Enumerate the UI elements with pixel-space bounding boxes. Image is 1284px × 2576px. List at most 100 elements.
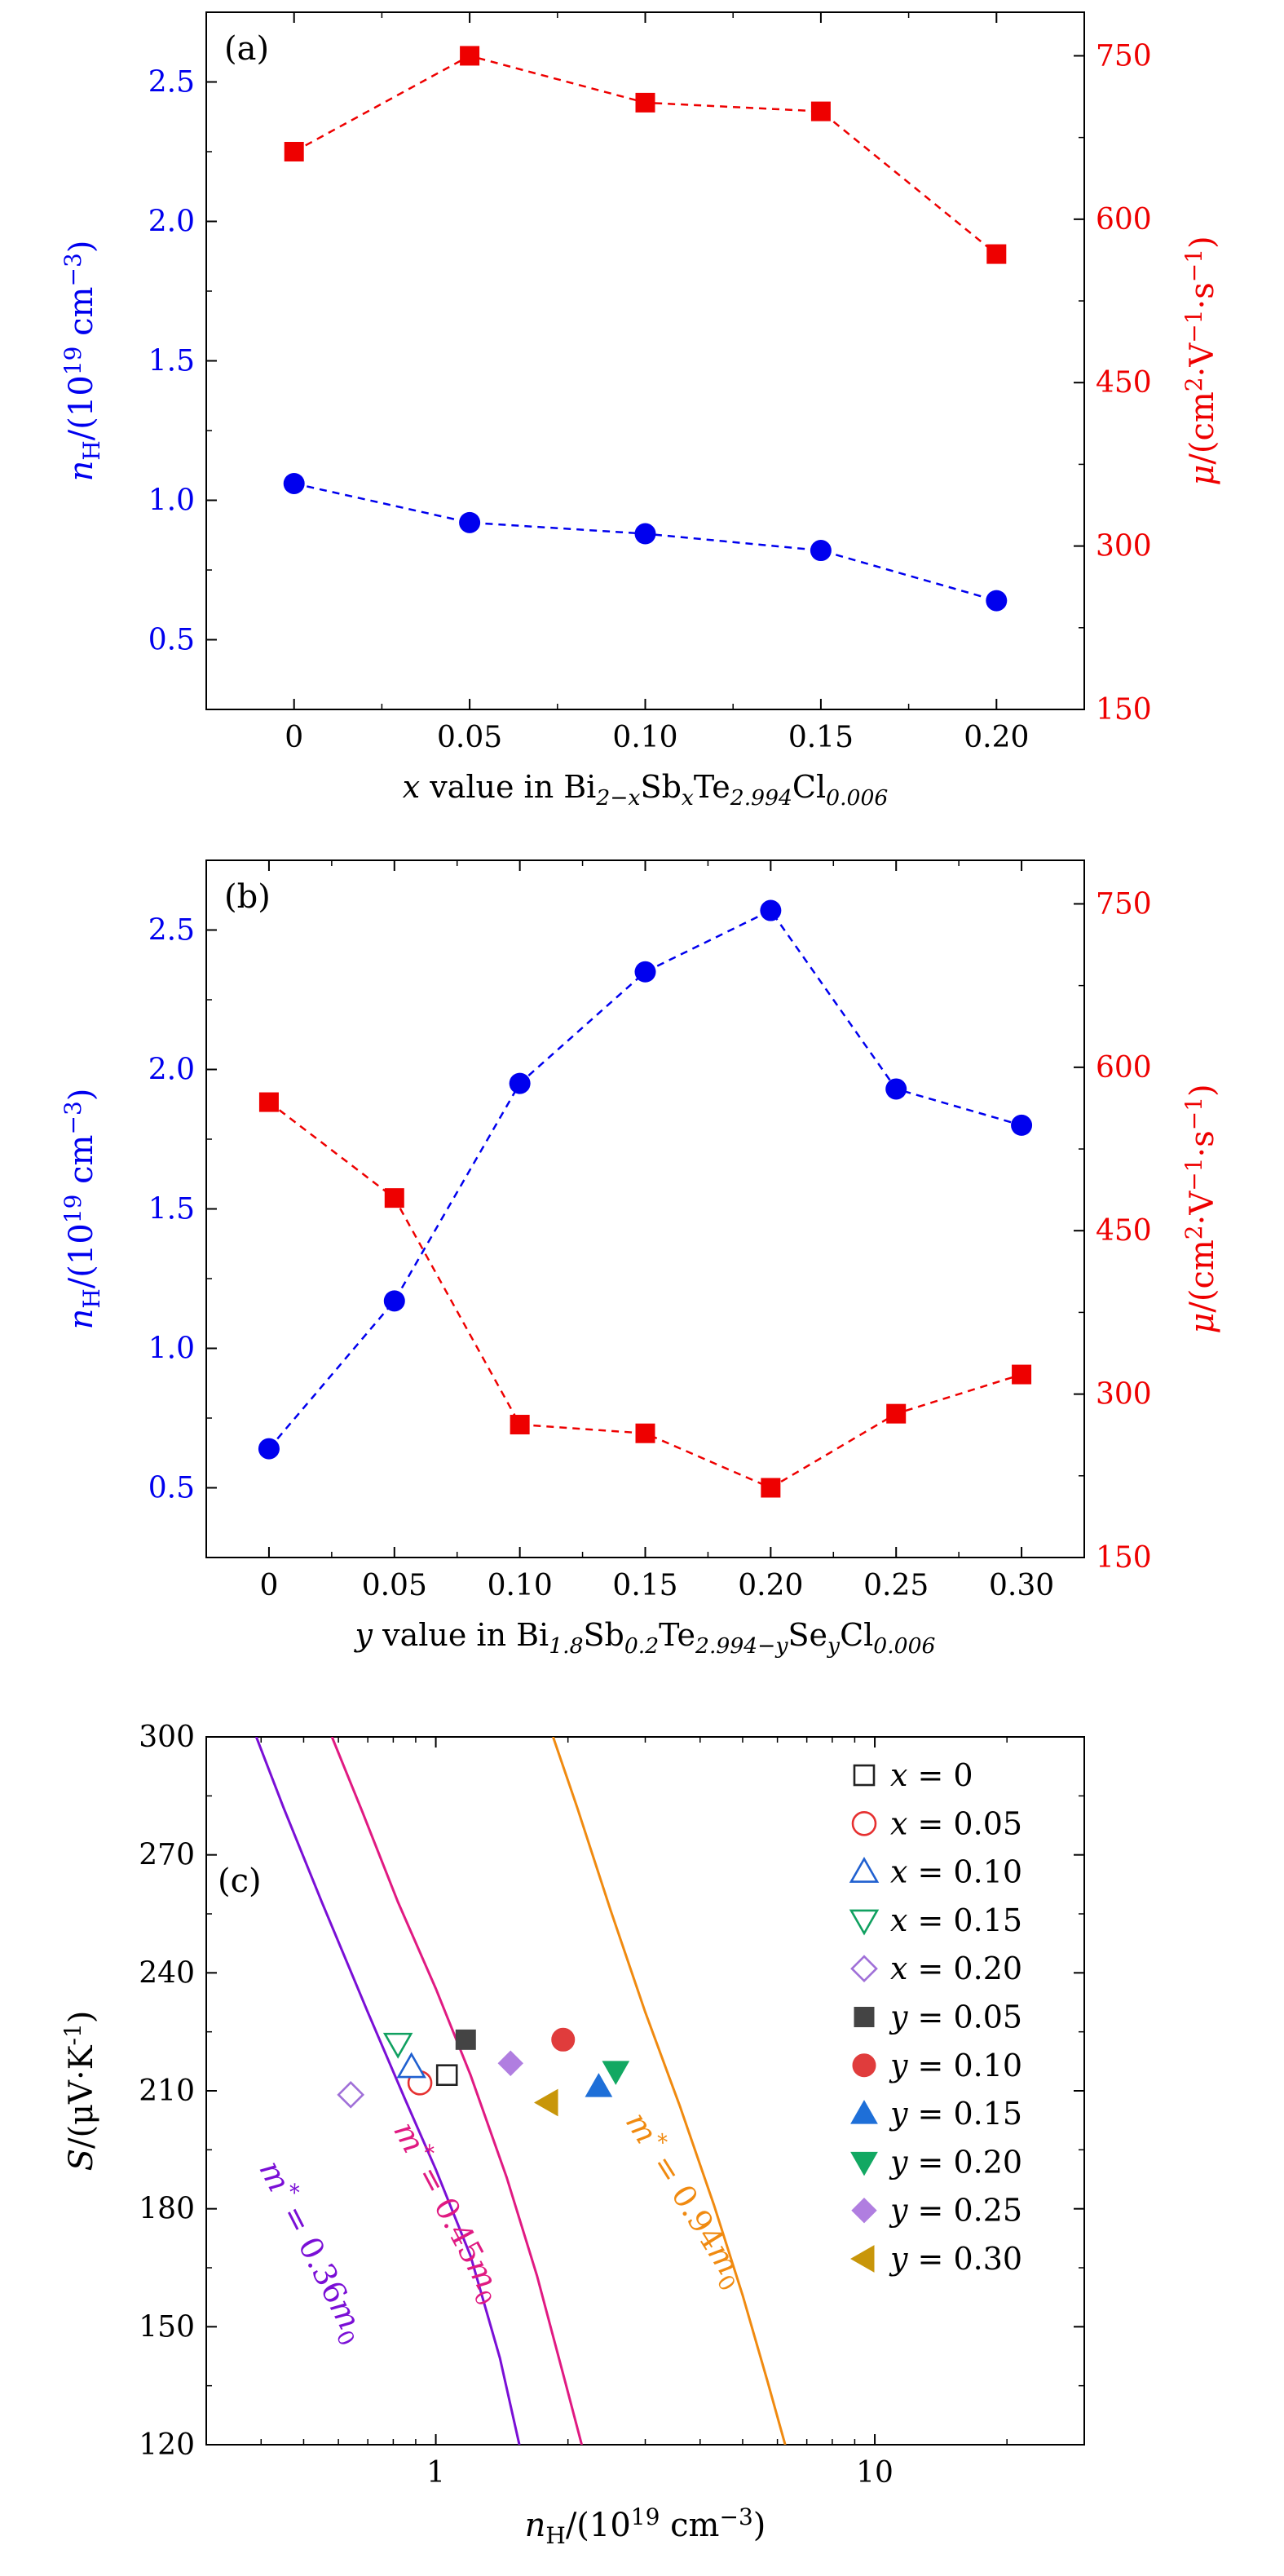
- y-tick-label: 270: [139, 1839, 195, 1872]
- scatter-point: [396, 2052, 426, 2079]
- right-tick-label: 300: [1096, 1378, 1152, 1412]
- left-tick-label: 1.5: [148, 345, 195, 378]
- right-tick-label: 750: [1096, 39, 1152, 73]
- x-tick-label: 0.10: [488, 1569, 553, 1602]
- x-axis-label: y value in Bi1.8Sb0.2Te2.994−ySeyCl0.006: [354, 1617, 936, 1659]
- legend: x = 0 x = 0.05 x = 0.10 x = 0.15 x = 0.20 y =…: [849, 1757, 1022, 2277]
- legend-label: x = 0.10: [890, 1854, 1022, 1890]
- data-point-mu: [258, 1092, 279, 1112]
- data-point-mu: [810, 101, 831, 122]
- right-tick-label: 450: [1096, 366, 1152, 400]
- right-axis-label: μ/(cm2·V−1·s−1): [1180, 236, 1221, 485]
- x-tick-label: 10: [856, 2456, 894, 2490]
- scatter-point: [585, 2073, 613, 2097]
- left-axis-label: nH/(1019 cm−3): [60, 241, 105, 482]
- scatter-point: [602, 2061, 630, 2085]
- data-point-n_H: [760, 899, 782, 921]
- scatter-point: [382, 2032, 413, 2059]
- x-tick-label: 0: [285, 721, 303, 754]
- effective-mass-curves: [254, 1737, 787, 2445]
- mass-curve-0: [254, 1737, 521, 2445]
- data-point-n_H: [986, 590, 1008, 612]
- left-tick-label: 2.5: [148, 914, 195, 948]
- data-point-n_H: [885, 1078, 907, 1100]
- left-tick-label: 2.5: [148, 66, 195, 99]
- legend-marker: [854, 2007, 875, 2027]
- data-point-n_H: [459, 511, 481, 533]
- left-tick-label: 1.0: [148, 1332, 195, 1366]
- plot-frame: [205, 11, 1085, 710]
- y-tick-label: 300: [139, 1721, 195, 1754]
- scatter-point: [551, 2027, 576, 2052]
- data-point-n_H: [509, 1072, 531, 1094]
- legend-label: y = 0.15: [889, 2096, 1022, 2132]
- data-point-mu: [384, 1188, 404, 1208]
- panel-a: 0 0.05 0.10 0.15 0.20 0.5 1.0 1.5 2.0 2.5 150 300 45…: [60, 11, 1221, 811]
- legend-label: x = 0.20: [890, 1951, 1022, 1986]
- right-axis-label: μ/(cm2·V−1·s−1): [1180, 1084, 1221, 1333]
- left-tick-label: 0.5: [148, 624, 195, 657]
- legend-marker: [849, 1909, 880, 1936]
- data-point-n_H: [634, 523, 656, 545]
- legend-marker: [850, 1955, 878, 1983]
- legend-label: x = 0: [890, 1757, 973, 1793]
- legend-marker: [851, 1811, 877, 1836]
- legend-marker: [850, 2100, 878, 2124]
- legend-label: y = 0.20: [889, 2144, 1022, 2180]
- x-tick-label: 0.20: [738, 1569, 803, 1602]
- scatter-point: [497, 2050, 523, 2076]
- right-tick-label: 600: [1096, 203, 1152, 236]
- y-tick-label: 180: [139, 2193, 195, 2226]
- legend-marker: [850, 2151, 878, 2176]
- x-tick-label: 0.30: [989, 1569, 1054, 1602]
- data-point-n_H: [283, 472, 305, 494]
- data-point-n_H: [1011, 1114, 1033, 1136]
- left-tick-label: 0.5: [148, 1472, 195, 1505]
- legend-label: y = 0.25: [889, 2193, 1022, 2229]
- mass-curve-label: m* = 0.36m0: [247, 2154, 376, 2350]
- legend-label: y = 0.05: [889, 1999, 1022, 2035]
- right-tick-label: 600: [1096, 1051, 1152, 1085]
- data-point-mu: [460, 46, 480, 66]
- data-point-mu: [635, 1423, 655, 1443]
- legend-marker: [849, 2245, 875, 2273]
- legend-label: y = 0.30: [889, 2241, 1022, 2277]
- x-tick-label: 0.25: [863, 1569, 929, 1602]
- data-point-n_H: [258, 1438, 280, 1460]
- legend-label: x = 0.15: [890, 1902, 1022, 1938]
- scatter-point: [534, 2088, 558, 2117]
- data-point-mu: [986, 244, 1007, 264]
- left-tick-label: 1.0: [148, 484, 195, 518]
- mass-curve-2: [552, 1737, 787, 2445]
- right-tick-label: 750: [1096, 887, 1152, 921]
- data-point-n_H: [810, 540, 832, 562]
- x-tick-label: 0.15: [788, 721, 854, 754]
- data-point-mu: [761, 1478, 781, 1498]
- mass-curve-1: [330, 1737, 584, 2445]
- x-tick-label: 0.05: [362, 1569, 427, 1602]
- scatter-point: [435, 2064, 458, 2087]
- y-tick-label: 120: [139, 2428, 195, 2462]
- left-tick-label: 1.5: [148, 1193, 195, 1226]
- scatter-point: [455, 2029, 476, 2050]
- y-tick-label: 210: [139, 2074, 195, 2108]
- legend-label: y = 0.10: [889, 2048, 1022, 2083]
- x-tick-label: 0.20: [964, 721, 1029, 754]
- data-point-mu: [886, 1403, 907, 1424]
- y-tick-label: 240: [139, 1956, 195, 1990]
- x-tick-label: 0: [259, 1569, 278, 1602]
- right-tick-label: 150: [1096, 693, 1152, 727]
- left-axis-label: nH/(1019 cm−3): [60, 1089, 105, 1330]
- legend-label: x = 0.05: [890, 1805, 1022, 1841]
- x-tick-label: 0.05: [437, 721, 502, 754]
- data-point-n_H: [634, 961, 656, 983]
- x-axis-label: nH/(1019 cm−3): [525, 2503, 766, 2549]
- data-point-mu: [284, 142, 304, 161]
- right-tick-label: 300: [1096, 530, 1152, 563]
- legend-marker: [853, 1764, 876, 1787]
- x-tick-label: 0.15: [612, 1569, 677, 1602]
- x-axis-label: x value in Bi2−xSbxTe2.994Cl0.006: [403, 769, 889, 811]
- right-tick-label: 450: [1096, 1214, 1152, 1248]
- data-point-mu: [635, 92, 655, 113]
